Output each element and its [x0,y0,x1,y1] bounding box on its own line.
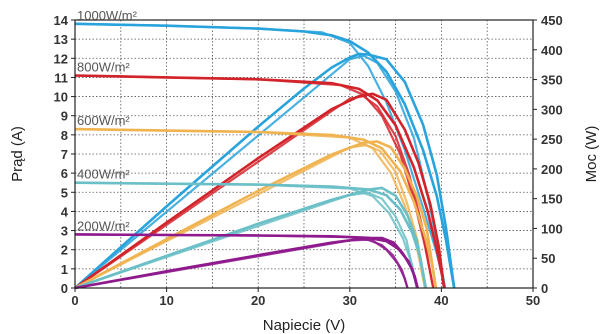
y-right-tick-label: 0 [541,281,548,296]
x-tick-label: 20 [251,293,265,308]
series-0-pv-curve [74,52,456,289]
y-right-tick-label: 250 [541,132,563,147]
irradiance-label: 200W/m² [77,218,130,233]
y-left-tick-label: 2 [61,243,68,258]
irradiance-label: 600W/m² [77,113,130,128]
series-group [74,22,456,290]
y-left-tick-label: 7 [61,147,68,162]
y-right-tick-label: 350 [541,73,563,88]
y-right-tick-label: 50 [541,251,555,266]
y-left-tick-label: 14 [54,13,69,28]
y-right-tick-label: 150 [541,192,563,207]
ticks: 0123456789101112131405010015020025030035… [54,13,563,308]
irradiance-label: 400W/m² [77,167,130,182]
series-3-pv-curve [74,186,428,290]
irradiance-labels: 1000W/m² 800W/m² 600W/m² 400W/m² 200W/m² [77,8,138,234]
y-left-tick-label: 12 [54,51,68,66]
y-left-tick-label: 4 [61,204,69,219]
y-left-tick-label: 0 [61,281,68,296]
y-right-tick-label: 300 [541,102,563,117]
y-left-tick-label: 13 [54,32,68,47]
y-right-tick-label: 200 [541,162,563,177]
series-2-iv-curve-alt [74,128,426,289]
y-left-tick-label: 9 [61,109,68,124]
x-tick-label: 10 [159,293,173,308]
x-tick-label: 30 [343,293,357,308]
irradiance-label: 800W/m² [77,60,130,75]
x-tick-label: 40 [434,293,448,308]
x-tick-label: 0 [71,293,78,308]
y-left-tick-label: 3 [61,224,68,239]
series-2-pv-curve [74,140,438,290]
y-left-tick-label: 6 [61,166,68,181]
y-right-tick-label: 100 [541,221,563,236]
series-1-pv-curve [74,92,446,290]
series-3-iv-curve [74,181,428,289]
y-right-tick-label: 400 [541,43,563,58]
y-left-tick-label: 10 [54,90,68,105]
y-left-tick-label: 8 [61,128,68,143]
x-tick-label: 50 [526,293,540,308]
y-right-tick-label: 450 [541,13,563,28]
y-left-tick-label: 5 [61,185,68,200]
y-left-tick-label: 1 [61,262,68,277]
x-axis-title: Napiecie (V) [263,317,346,334]
series-4-pv-curve [74,236,419,290]
series-1-iv-curve [74,74,446,289]
irradiance-label: 1000W/m² [77,8,138,23]
series-2-iv-curve [74,127,438,289]
series-0-iv-curve [74,22,456,289]
y-left-axis-title: Prąd (A) [9,126,26,182]
y-right-axis-title: Moc (W) [583,126,600,183]
y-left-tick-label: 11 [54,70,68,85]
